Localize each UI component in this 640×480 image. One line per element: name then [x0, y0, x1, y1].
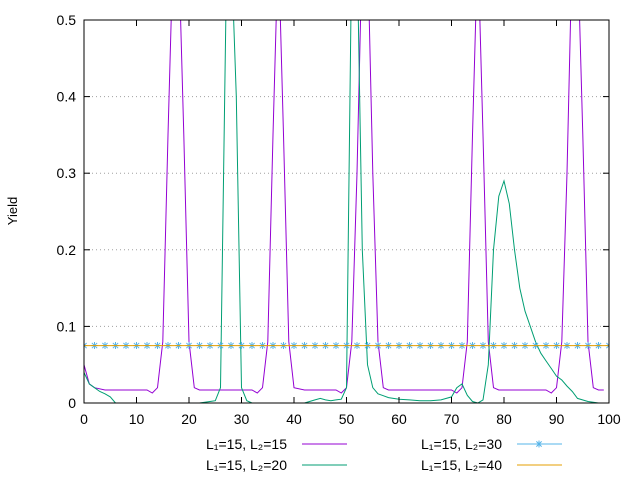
star-stroke	[84, 344, 87, 349]
x-tick-label: 100	[597, 411, 621, 427]
star-stroke	[606, 344, 609, 349]
x-tick-label: 40	[286, 411, 302, 427]
x-axis: 0 10 20 30 40 50 60 70 80 90 100	[80, 20, 621, 427]
x-tick-label: 30	[234, 411, 250, 427]
y-tick-label: 0.3	[57, 165, 77, 181]
y-tick-label: 0	[68, 395, 76, 411]
y-tick-label: 0.2	[57, 242, 77, 258]
legend-label: L₁=15, L₂=40	[421, 457, 502, 473]
y-tick-label: 0.4	[57, 89, 77, 105]
x-tick-label: 60	[391, 411, 407, 427]
x-tick-label: 80	[496, 411, 512, 427]
x-tick-label: 0	[80, 411, 88, 427]
star-stroke	[536, 441, 542, 447]
star-stroke	[84, 342, 87, 347]
series-layer	[84, 20, 609, 403]
gridlines	[84, 96, 609, 327]
x-tick-label: 10	[129, 411, 145, 427]
legend: L₁=15, L₂=15 L₁=15, L₂=20 L₁=15, L₂=30 L₁=1…	[206, 436, 562, 473]
series-line	[84, 20, 604, 403]
series-line	[84, 20, 604, 394]
y-tick-label: 0.1	[57, 318, 77, 334]
x-tick-label: 70	[444, 411, 460, 427]
star-stroke	[606, 342, 609, 347]
series-1	[84, 20, 604, 394]
legend-marker	[536, 440, 542, 448]
legend-label: L₁=15, L₂=15	[206, 436, 287, 452]
legend-label: L₁=15, L₂=20	[206, 457, 287, 473]
legend-label: L₁=15, L₂=30	[421, 436, 502, 452]
x-tick-label: 20	[181, 411, 197, 427]
x-tick-label: 50	[339, 411, 355, 427]
y-axis: 0 0.1 0.2 0.3 0.4 0.5	[57, 12, 609, 411]
series-2	[84, 20, 604, 403]
y-axis-label: Yield	[5, 197, 20, 225]
y-tick-label: 0.5	[57, 12, 77, 28]
x-tick-label: 90	[549, 411, 565, 427]
